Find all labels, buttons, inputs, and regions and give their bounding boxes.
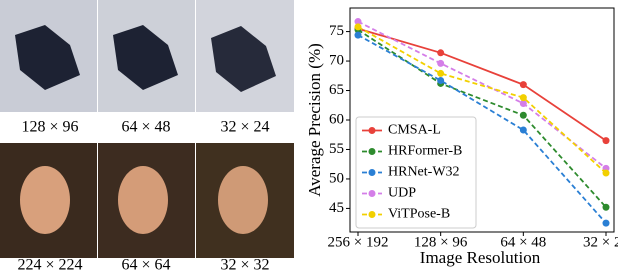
point — [519, 94, 527, 102]
x-tick-label: 128 × 96 — [414, 234, 468, 250]
legend-marker — [368, 211, 376, 218]
legend-label: CMSA-L — [388, 123, 441, 138]
series-line — [357, 27, 607, 142]
legend-label: ViTPose-B — [388, 207, 450, 222]
image-face — [218, 166, 268, 234]
y-tick-label: 70 — [329, 52, 344, 68]
y-tick-label: 55 — [329, 141, 344, 157]
legend-label: HRNet-W32 — [388, 165, 460, 180]
image-figure — [113, 25, 178, 90]
legend-label: HRFormer-B — [388, 144, 462, 159]
y-tick-label: 50 — [329, 170, 344, 186]
series-line — [357, 29, 607, 208]
point — [354, 23, 362, 31]
point — [437, 49, 445, 57]
legend-marker — [368, 169, 376, 176]
y-tick-label: 65 — [329, 82, 344, 98]
y-tick-label: 45 — [329, 200, 344, 216]
legend-label: UDP — [388, 186, 416, 201]
legend-marker — [368, 127, 376, 134]
legend-marker — [368, 148, 376, 155]
caption: 64 × 48 — [121, 119, 170, 136]
series-line — [357, 20, 607, 170]
point — [519, 126, 527, 134]
x-tick-label: 64 × 48 — [500, 234, 546, 250]
image-figure — [15, 25, 80, 90]
y-tick-label: 75 — [329, 23, 344, 39]
legend-box — [355, 116, 477, 229]
image-panels — [0, 0, 294, 258]
x-tick-label: 32 × 24 — [583, 234, 618, 250]
caption: 128 × 96 — [21, 119, 78, 136]
series-line — [357, 26, 607, 174]
point — [602, 137, 610, 145]
caption: 224 × 224 — [17, 257, 82, 272]
series-line — [357, 34, 607, 224]
y-axis-label: Average Precision (%) — [305, 43, 324, 197]
x-axis-label: Image Resolution — [420, 248, 541, 267]
point — [354, 18, 362, 26]
image-face — [20, 166, 70, 234]
image-face — [118, 166, 168, 234]
y-tick-label: 60 — [329, 111, 344, 127]
image-figure — [211, 26, 276, 92]
caption: 32 × 24 — [220, 119, 269, 136]
point — [602, 203, 610, 211]
point — [602, 169, 610, 177]
x-tick-label: 256 × 192 — [328, 234, 389, 250]
caption: 64 × 64 — [121, 257, 170, 272]
legend-marker — [368, 190, 376, 197]
point — [437, 59, 445, 67]
point — [519, 99, 527, 107]
point — [354, 31, 362, 39]
point — [602, 219, 610, 227]
caption: 32 × 32 — [220, 257, 269, 272]
point — [519, 81, 527, 89]
point — [519, 111, 527, 119]
point — [437, 69, 445, 77]
point — [437, 77, 445, 85]
